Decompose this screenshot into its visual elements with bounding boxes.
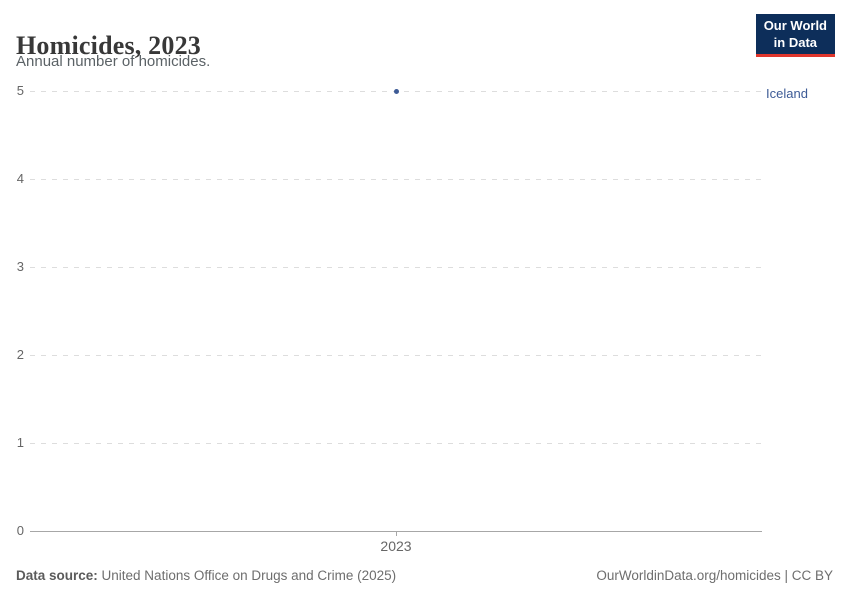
entity-label-iceland[interactable]: Iceland (766, 86, 808, 101)
page-title: Homicides, 2023 (16, 31, 201, 61)
x-axis-tick-mark (396, 531, 397, 536)
y-axis-tick-label: 2 (16, 347, 24, 362)
y-axis-tick-label: 1 (16, 435, 24, 450)
data-source-note: Data source: United Nations Office on Dr… (16, 568, 396, 583)
credit-link[interactable]: OurWorldinData.org/homicides | CC BY (596, 568, 833, 583)
chart-subtitle: Annual number of homicides. (16, 53, 211, 70)
footer: Data source: United Nations Office on Dr… (16, 568, 833, 583)
y-axis-tick-label: 4 (16, 171, 24, 186)
owid-logo-line2: in Data (773, 34, 818, 50)
y-axis-tick-label: 5 (16, 83, 24, 98)
data-point-iceland[interactable] (393, 88, 399, 94)
owid-logo-line1: Our World (763, 18, 827, 33)
gridline (30, 443, 762, 444)
gridline (30, 355, 762, 356)
gridline (30, 267, 762, 268)
data-source-text: United Nations Office on Drugs and Crime… (97, 568, 397, 583)
y-axis-tick-label: 3 (16, 259, 24, 274)
data-source-label: Data source: (16, 568, 98, 583)
x-axis-tick-label: 2023 (380, 538, 412, 554)
y-axis-tick-label: 0 (16, 523, 24, 538)
gridline (30, 179, 762, 180)
owid-logo[interactable]: Our World in Data (755, 14, 835, 58)
